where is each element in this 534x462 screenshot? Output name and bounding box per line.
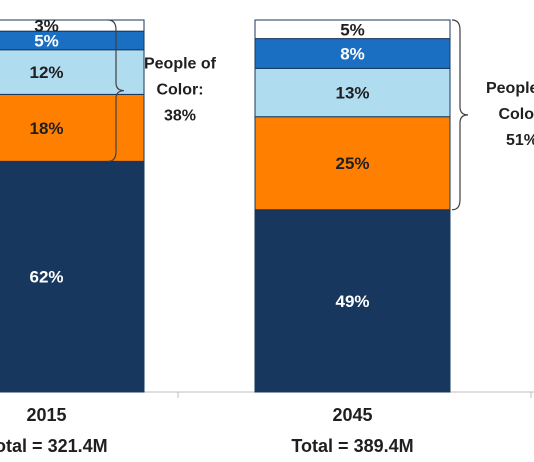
data-label: 13%: [335, 84, 369, 103]
annotation-text: 38%: [164, 108, 196, 125]
bar-segment: [254, 38, 451, 69]
bar-segment: [0, 19, 145, 32]
annotation-text: 51%: [506, 132, 534, 149]
data-label: 5%: [34, 31, 59, 50]
data-label: 62%: [29, 268, 63, 287]
data-label: 49%: [335, 292, 369, 311]
bar-segment: [0, 160, 145, 393]
annotation-text: Color:: [156, 82, 203, 99]
category-total-label: Total = 321.4M: [0, 436, 108, 456]
brace-annotation: [451, 19, 469, 211]
annotation-text: Color:: [498, 106, 534, 123]
annotation-text: People of: [486, 80, 534, 97]
data-label: 8%: [340, 44, 365, 63]
data-label: 18%: [29, 119, 63, 138]
bar-segment: [254, 67, 451, 118]
brace-annotation: [107, 19, 125, 162]
bar-segment: [0, 30, 145, 51]
labels-layer: 62%18%12%5%3%2015Total = 321.4M49%25%13%…: [0, 17, 414, 456]
annotations-layer: People of Color: 38% People of Color: 51%: [107, 19, 534, 211]
category-label: 2045: [332, 405, 372, 425]
category-label: 2015: [26, 405, 66, 425]
data-label: 3%: [34, 17, 59, 36]
data-label: 25%: [335, 154, 369, 173]
data-label: 12%: [29, 63, 63, 82]
annotation-text: People of: [144, 56, 217, 73]
bar-segment: [0, 93, 145, 162]
category-total-label: Total = 389.4M: [291, 436, 413, 456]
bars-layer: [0, 19, 451, 393]
bar-segment: [0, 49, 145, 95]
bar-segment: [254, 19, 451, 40]
data-label: 5%: [340, 20, 365, 39]
bar-segment: [254, 209, 451, 393]
